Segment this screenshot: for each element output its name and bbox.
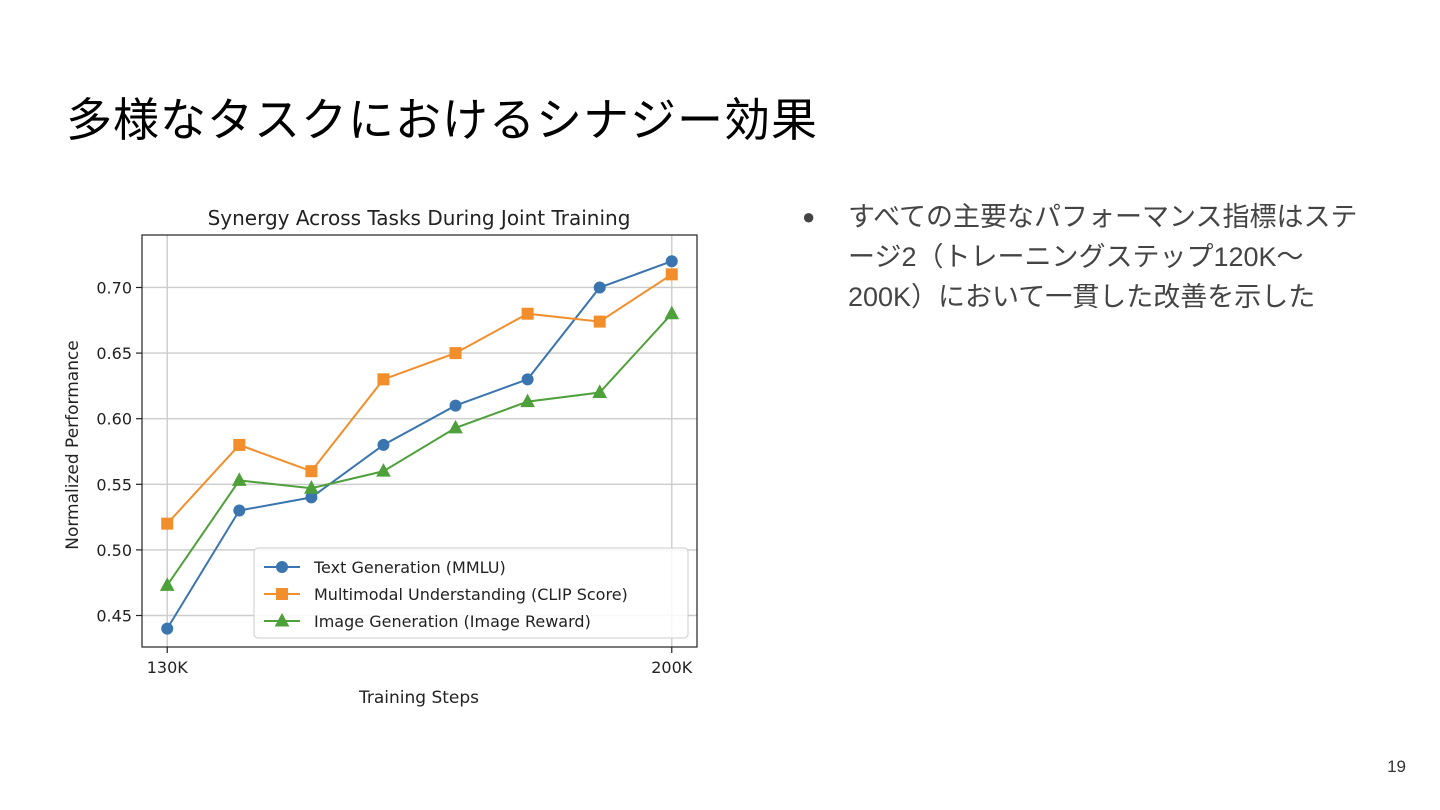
legend-label: Text Generation (MMLU) [313, 558, 506, 577]
legend-item: Multimodal Understanding (CLIP Score) [264, 585, 628, 604]
data-point [304, 480, 319, 494]
y-tick-label: 0.55 [96, 475, 132, 494]
series-layer [159, 255, 680, 635]
data-point [520, 393, 535, 408]
data-point [665, 255, 678, 268]
data-point [159, 577, 175, 591]
data-point [233, 438, 246, 451]
data-point [233, 504, 246, 517]
legend-item: Text Generation (MMLU) [264, 558, 506, 577]
data-point [593, 315, 606, 328]
legend-marker [276, 588, 288, 600]
x-tick-label: 130K [147, 658, 189, 677]
y-tick-label: 0.45 [96, 607, 132, 626]
y-tick-label: 0.65 [96, 344, 132, 363]
data-point [593, 281, 606, 294]
series-square [161, 268, 678, 530]
y-axis-label: Normalized Performance [63, 340, 83, 550]
data-point [305, 465, 318, 478]
data-point [592, 384, 608, 398]
x-axis-label: Training Steps [358, 688, 479, 708]
data-point [665, 268, 678, 281]
legend-label: Multimodal Understanding (CLIP Score) [314, 585, 628, 604]
legend-box [253, 547, 689, 639]
series-triangle [159, 305, 680, 591]
data-point [376, 463, 391, 477]
data-point [521, 307, 534, 320]
data-point [449, 347, 462, 360]
axis-ticks: 0.45 0.50 0.55 0.60 0.65 0.70 130K 200K [96, 278, 692, 677]
series-line [166, 260, 673, 630]
data-point [161, 622, 174, 635]
data-point [664, 305, 680, 320]
y-tick-label: 0.50 [96, 541, 132, 560]
page-number: 19 [1387, 757, 1406, 776]
legend: Text Generation (MMLU) Multimodal Underst… [253, 547, 689, 639]
bullet-list: ● すべての主要なパフォーマンス指標はステージ2（トレーニングステップ120K〜… [802, 197, 1372, 317]
data-point [377, 373, 390, 386]
data-point [448, 419, 463, 434]
chart-title: Synergy Across Tasks During Joint Traini… [208, 206, 631, 230]
data-point [161, 517, 174, 530]
data-point [231, 472, 247, 486]
legend-marker [274, 612, 290, 627]
series-line [166, 273, 673, 525]
y-tick-label: 0.60 [96, 410, 132, 429]
legend-item: Image Generation (Image Reward) [264, 612, 591, 631]
legend-marker [276, 561, 288, 573]
x-tick-label: 200K [651, 658, 693, 677]
slide-title: 多様なタスクにおけるシナジー効果 [66, 93, 818, 147]
bullet-dot: ● [802, 204, 816, 229]
data-point [377, 438, 390, 451]
legend-label: Image Generation (Image Reward) [314, 612, 591, 631]
chart-svg: Synergy Across Tasks During Joint Traini… [63, 206, 698, 708]
series-circle [161, 255, 678, 635]
y-tick-label: 0.70 [96, 278, 132, 297]
data-point [521, 373, 534, 386]
data-point [449, 399, 462, 412]
series-line [166, 313, 673, 586]
bullet-item: すべての主要なパフォーマンス指標はステージ2（トレーニングステップ120K〜20… [848, 202, 1358, 312]
plot-frame [141, 234, 698, 648]
line-chart: Synergy Across Tasks During Joint Traini… [58, 195, 718, 715]
